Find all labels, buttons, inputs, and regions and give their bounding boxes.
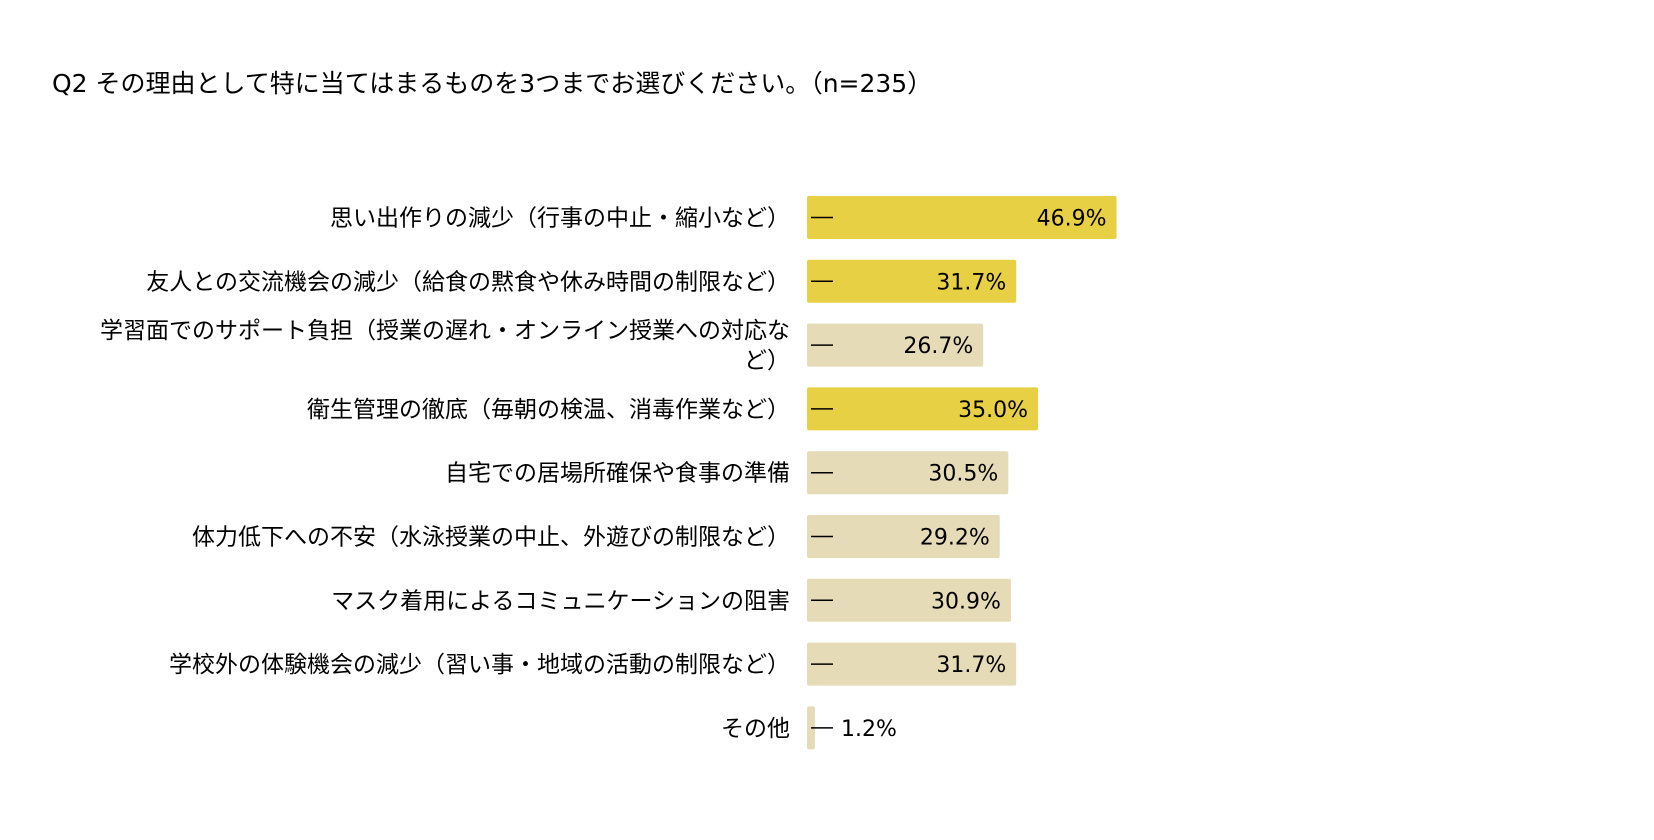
category-label: 友人との交流機会の減少（給食の黙食や休み時間の制限など） xyxy=(146,269,790,295)
bar xyxy=(807,578,1011,622)
category-label: 思い出作りの減少（行事の中止・縮小など） xyxy=(330,206,790,232)
data-label: 29.2% xyxy=(920,526,990,551)
category-label: 衛生管理の徹底（毎朝の検温、消毒作業など） xyxy=(307,397,790,423)
bar xyxy=(807,515,1000,558)
category-label: マスク着用によるコミュニケーションの阻害 xyxy=(331,588,790,614)
bar xyxy=(807,259,1017,303)
bar xyxy=(807,387,1038,431)
category-label: 自宅での居場所確保や食事の準備 xyxy=(445,461,790,487)
data-label: 31.7% xyxy=(936,270,1006,295)
bar xyxy=(807,323,984,367)
data-label: 30.5% xyxy=(928,462,998,487)
category-label: 学校外の体験機会の減少（習い事・地域の活動の制限など） xyxy=(169,652,790,678)
category-label: 体力低下への不安（水泳授業の中止、外遊びの制限など） xyxy=(192,525,790,551)
bar xyxy=(807,706,815,750)
bar xyxy=(807,196,1117,239)
data-label: 35.0% xyxy=(958,398,1028,423)
bar xyxy=(807,451,1009,495)
category-label: ど） xyxy=(744,348,790,374)
data-label: 31.7% xyxy=(936,653,1006,678)
bar xyxy=(807,642,1017,686)
data-label: 30.9% xyxy=(931,589,1001,614)
data-label: 46.9% xyxy=(1037,207,1107,232)
category-label: 学習面でのサポート負担（授業の遅れ・オンライン授業への対応な xyxy=(100,318,790,344)
data-label: 26.7% xyxy=(903,334,973,359)
chart-title: Q2 その理由として特に当てはまるものを3つまでお選びください。（n=235） xyxy=(52,69,933,98)
category-label: その他 xyxy=(721,716,790,742)
data-label: 1.2% xyxy=(841,717,897,742)
